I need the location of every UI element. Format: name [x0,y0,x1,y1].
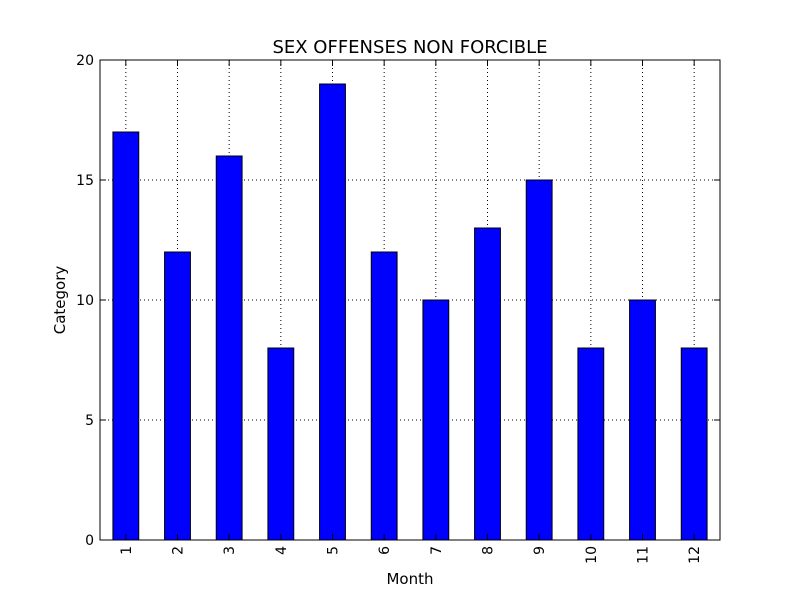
bar-month-6 [370,251,398,541]
bar-month-10 [577,347,605,541]
bar-month-11 [629,299,656,541]
y-tick-label: 15 [76,173,94,189]
x-tick-label: 11 [636,546,652,564]
x-tick-label: 7 [429,546,445,555]
x-tick-label: 5 [326,546,342,555]
y-axis-label: Category [51,266,69,335]
x-tick-label: 1 [119,546,135,555]
x-tick-label: 3 [222,546,238,555]
x-tick-label: 12 [687,546,703,564]
y-tick-label: 20 [76,53,94,69]
bar-month-2 [164,251,191,541]
bar-month-4 [267,347,295,541]
x-tick-label: 2 [171,546,187,555]
x-tick-label: 9 [532,546,548,555]
y-tick-label: 0 [85,533,94,549]
x-tick-label: 10 [584,546,600,564]
bar-series [112,83,708,541]
y-tick-label: 5 [85,413,94,429]
x-axis-label: Month [386,570,433,588]
bar-month-3 [215,155,243,541]
y-tick-label: 10 [76,293,94,309]
bar-month-5 [319,83,346,541]
x-tick-label: 4 [274,546,290,555]
bar-month-7 [422,299,450,541]
bar-month-12 [680,347,708,541]
bar-month-1 [112,131,140,541]
bar-month-8 [474,227,501,541]
chart-title: SEX OFFENSES NON FORCIBLE [272,37,547,58]
x-tick-label: 6 [377,546,393,555]
x-tick-label: 8 [481,546,497,555]
bar-month-9 [525,179,553,541]
